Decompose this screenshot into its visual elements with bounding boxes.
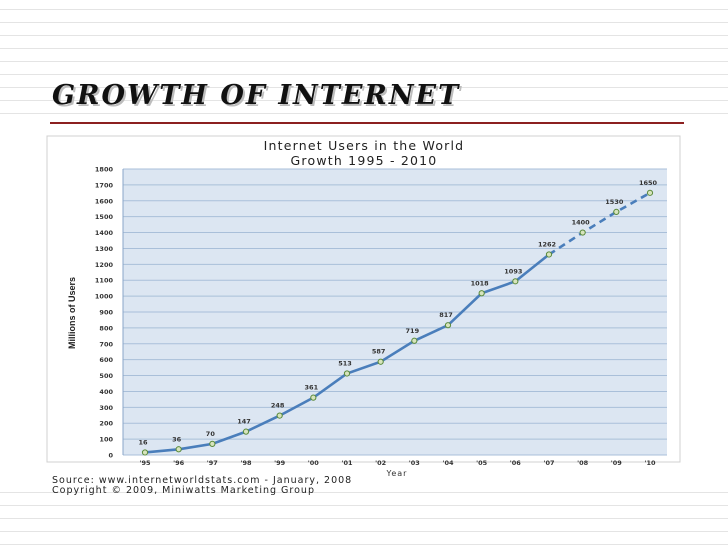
- y-tick-label: 600: [99, 356, 113, 364]
- data-label: 513: [338, 359, 352, 367]
- data-label: 817: [439, 311, 453, 319]
- copyright-line: Copyright © 2009, Miniwatts Marketing Gr…: [52, 485, 315, 496]
- data-point: [141, 449, 149, 456]
- data-point: [209, 440, 216, 447]
- y-tick-label: 1300: [95, 245, 114, 253]
- y-tick-label: 1800: [95, 166, 114, 174]
- data-label: 70: [206, 430, 216, 438]
- chart-gridlines: [122, 168, 667, 456]
- y-tick-label: 300: [99, 404, 113, 412]
- y-tick-label: 200: [99, 420, 113, 428]
- data-label: 1650: [639, 179, 658, 187]
- y-tick-label: 800: [99, 324, 113, 332]
- x-tick-label: '04: [442, 459, 454, 467]
- data-label: 1262: [538, 240, 556, 248]
- data-point: [242, 428, 250, 435]
- data-point: [478, 290, 485, 297]
- source-note: Source: www.internetworldstats.com - Jan…: [52, 476, 352, 496]
- data-point: [579, 229, 586, 236]
- x-tick-label: '99: [274, 459, 286, 467]
- x-tick-label: '95: [139, 459, 151, 467]
- x-tick-label: '10: [644, 459, 656, 467]
- chart-subtitle: Growth 1995 - 2010: [291, 153, 438, 168]
- x-axis-label: Year: [386, 469, 408, 478]
- series-points: [141, 189, 654, 456]
- x-tick-label: '03: [409, 459, 420, 467]
- data-label: 1018: [471, 279, 490, 287]
- y-tick-label: 100: [99, 436, 113, 444]
- y-tick-label: 900: [99, 309, 113, 317]
- x-tick-label: '01: [341, 459, 353, 467]
- source-line: Source: www.internetworldstats.com - Jan…: [52, 475, 353, 486]
- data-point: [411, 337, 418, 344]
- x-tick-label: '00: [308, 459, 320, 467]
- x-tick-label: '97: [207, 459, 218, 467]
- data-label: 361: [305, 384, 319, 392]
- slide-title: GROWTH OF INTERNET: [52, 80, 461, 111]
- y-tick-label: 1400: [95, 229, 114, 237]
- data-label: 248: [271, 402, 285, 410]
- data-label: 587: [372, 348, 386, 356]
- chart-title: Internet Users in the World: [264, 138, 465, 153]
- y-tick-label: 1700: [95, 181, 114, 189]
- data-point: [545, 251, 553, 258]
- x-tick-label: '07: [543, 459, 554, 467]
- data-point: [276, 412, 283, 419]
- x-tick-label: '06: [510, 459, 522, 467]
- y-tick-label: 1200: [95, 261, 114, 269]
- data-point: [377, 358, 384, 365]
- x-tick-label: '98: [240, 459, 252, 467]
- data-label: 147: [237, 418, 251, 426]
- data-label: 1093: [504, 267, 522, 275]
- y-tick-label: 500: [99, 372, 113, 380]
- series-line-projected: [548, 191, 651, 256]
- data-labels: 16 36 70 147 248 361 513 587 719 817 1018 1093 1262 1…: [138, 179, 657, 447]
- data-point: [646, 189, 654, 196]
- x-tick-label: '09: [611, 459, 623, 467]
- data-label: 719: [406, 327, 420, 335]
- y-tick-label: 0: [108, 452, 113, 460]
- data-point: [310, 394, 317, 401]
- data-label: 36: [172, 435, 182, 443]
- data-point: [444, 322, 452, 329]
- x-tick-label: '96: [173, 459, 185, 467]
- title-rule: [50, 122, 684, 124]
- y-axis-label: Millions of Users: [67, 277, 77, 349]
- y-tick-label: 700: [99, 340, 113, 348]
- x-tick-label: '08: [577, 459, 589, 467]
- data-label: 16: [138, 438, 148, 446]
- data-point: [613, 208, 620, 215]
- x-axis-ticks: '95 '96 '97 '98 '99 '00 '01 '02 '03 '04 '05 '06 '07 '…: [139, 459, 656, 467]
- y-tick-label: 1500: [95, 213, 114, 221]
- data-point: [175, 446, 182, 453]
- y-tick-label: 1000: [95, 293, 114, 301]
- data-label: 1400: [572, 219, 591, 227]
- y-tick-label: 400: [99, 388, 113, 396]
- x-tick-label: '05: [476, 459, 488, 467]
- data-point: [343, 370, 351, 377]
- data-point: [512, 278, 519, 285]
- y-axis-ticks: 0 100 200 300 400 500 600 700 800 900 1000 1100 1200…: [95, 166, 114, 460]
- y-tick-label: 1100: [95, 277, 114, 285]
- y-tick-label: 1600: [95, 197, 114, 205]
- x-tick-label: '02: [375, 459, 386, 467]
- data-label: 1530: [605, 198, 624, 206]
